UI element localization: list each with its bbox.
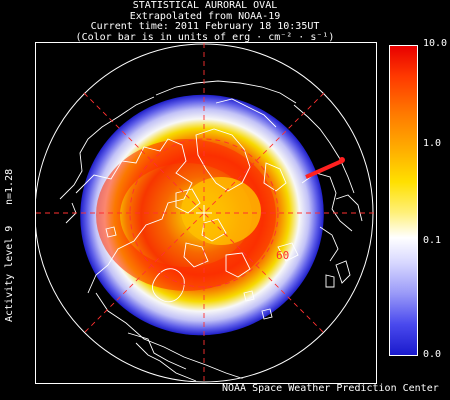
coastlines bbox=[59, 80, 363, 382]
colorbar-label-1: 1.0 bbox=[423, 138, 442, 149]
polar-cap bbox=[181, 177, 261, 245]
latitude-60-label: 60 bbox=[276, 249, 289, 262]
pole-marker bbox=[196, 205, 212, 221]
activity-level-label: Activity level 9 bbox=[4, 225, 15, 322]
source-line: Extrapolated from NOAA-19 bbox=[129, 10, 281, 22]
auroral-peak-ring bbox=[96, 139, 276, 291]
colorbar-label-min: 0.0 bbox=[423, 349, 442, 360]
colorbar-label-0-1: 0.1 bbox=[423, 235, 442, 246]
grid-lines bbox=[36, 43, 374, 383]
auroral-oval-map: 60 bbox=[36, 43, 374, 383]
credit-footer: NOAA Space Weather Prediction Center bbox=[222, 383, 439, 394]
units-line: (Color bar is in units of erg · cm⁻² · s… bbox=[75, 31, 335, 43]
sun-direction-marker bbox=[305, 157, 345, 179]
colorbar-label-max: 10.0 bbox=[423, 38, 448, 49]
map-title: STATISTICAL AURORAL OVAL bbox=[132, 0, 278, 11]
map-header: STATISTICAL AURORAL OVAL Extrapolated fr… bbox=[40, 0, 370, 43]
energy-flux-colorbar bbox=[389, 45, 418, 356]
n-value-label: n=1.28 bbox=[4, 168, 15, 205]
current-time-line: Current time: 2011 February 18 10:35UT bbox=[90, 21, 320, 32]
polar-map-frame: 60 bbox=[35, 42, 377, 384]
